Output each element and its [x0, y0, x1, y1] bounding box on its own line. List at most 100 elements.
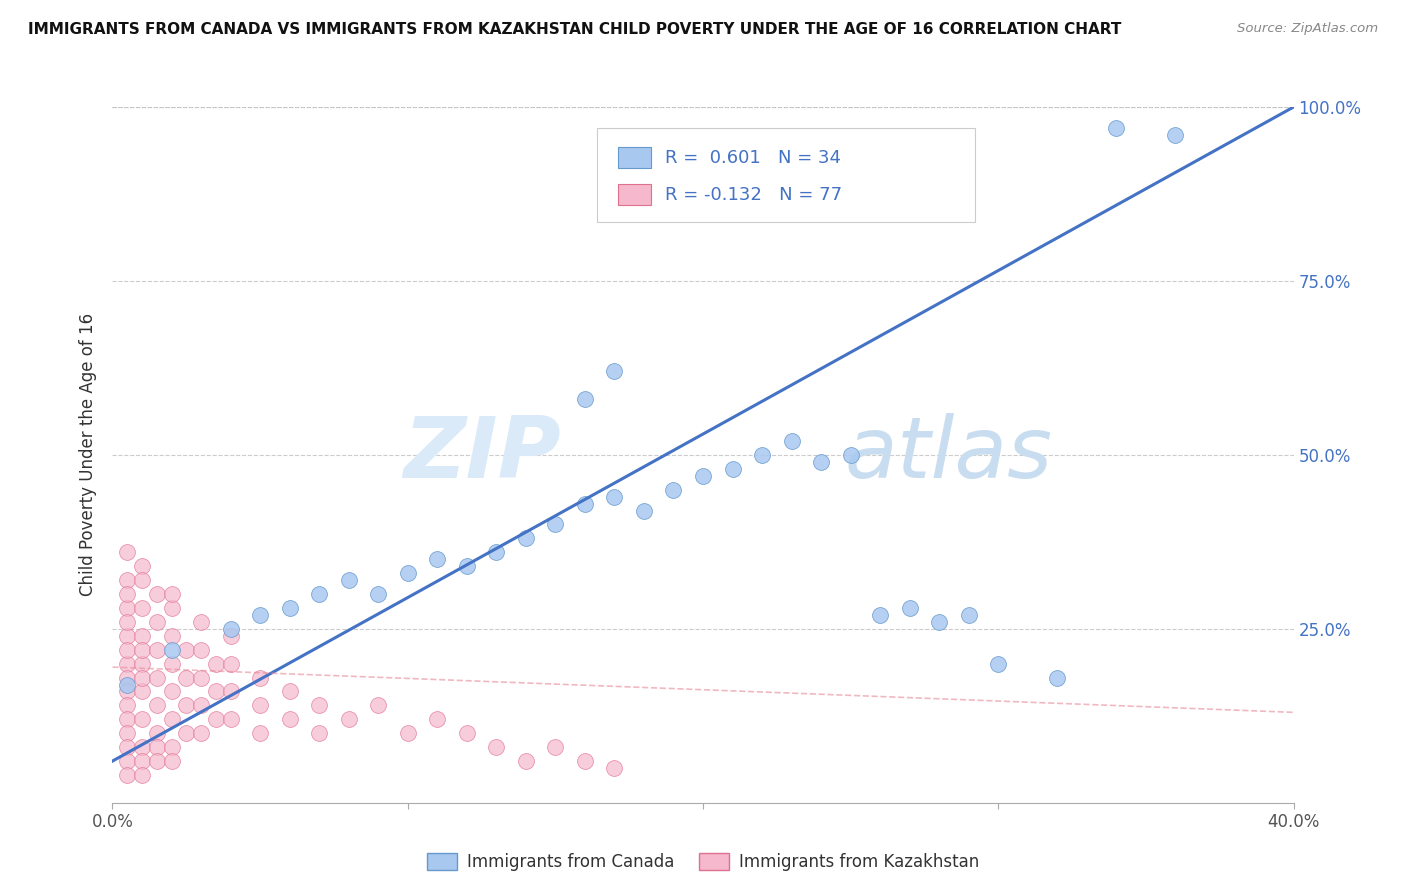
Point	[190, 671, 212, 685]
Point	[131, 768, 153, 782]
Point	[146, 740, 169, 755]
Point	[751, 448, 773, 462]
Point	[337, 712, 360, 726]
Point	[131, 573, 153, 587]
Point	[308, 587, 330, 601]
Point	[337, 573, 360, 587]
Point	[485, 545, 508, 559]
Point	[249, 671, 271, 685]
Point	[131, 740, 153, 755]
Point	[146, 642, 169, 657]
Point	[780, 434, 803, 448]
Point	[146, 698, 169, 713]
Point	[117, 615, 138, 629]
Point	[146, 726, 169, 740]
Point	[117, 726, 138, 740]
Point	[278, 712, 301, 726]
Point	[219, 629, 242, 643]
Point	[117, 684, 138, 698]
Point	[146, 754, 169, 768]
Point	[219, 684, 242, 698]
Point	[117, 573, 138, 587]
Point	[117, 712, 138, 726]
Point	[367, 587, 389, 601]
Point	[367, 698, 389, 713]
Point	[574, 392, 596, 407]
Point	[869, 607, 891, 622]
Point	[160, 601, 183, 615]
Text: IMMIGRANTS FROM CANADA VS IMMIGRANTS FROM KAZAKHSTAN CHILD POVERTY UNDER THE AGE: IMMIGRANTS FROM CANADA VS IMMIGRANTS FRO…	[28, 22, 1122, 37]
Point	[396, 726, 419, 740]
Point	[131, 601, 153, 615]
Text: R =  0.601   N = 34: R = 0.601 N = 34	[665, 149, 841, 167]
Point	[117, 545, 138, 559]
Point	[117, 698, 138, 713]
Point	[278, 684, 301, 698]
Point	[426, 712, 449, 726]
Y-axis label: Child Poverty Under the Age of 16: Child Poverty Under the Age of 16	[79, 313, 97, 597]
Point	[574, 497, 596, 511]
Point	[117, 601, 138, 615]
Point	[117, 657, 138, 671]
Point	[1105, 120, 1128, 135]
Point	[957, 607, 980, 622]
Point	[190, 726, 212, 740]
Point	[190, 698, 212, 713]
Point	[219, 622, 242, 636]
Point	[603, 364, 626, 378]
Point	[603, 490, 626, 504]
Point	[160, 684, 183, 698]
Point	[205, 712, 228, 726]
Point	[1046, 671, 1069, 685]
Point	[131, 712, 153, 726]
Point	[205, 657, 228, 671]
Point	[308, 726, 330, 740]
Point	[928, 615, 950, 629]
Point	[131, 657, 153, 671]
Point	[249, 607, 271, 622]
Point	[160, 657, 183, 671]
Point	[205, 684, 228, 698]
Point	[146, 587, 169, 601]
Point	[603, 761, 626, 775]
Point	[117, 629, 138, 643]
Point	[131, 684, 153, 698]
Point	[160, 629, 183, 643]
FancyBboxPatch shape	[619, 185, 651, 205]
Point	[515, 754, 537, 768]
Point	[810, 455, 832, 469]
Point	[131, 754, 153, 768]
Point	[160, 712, 183, 726]
Point	[544, 740, 567, 755]
Point	[219, 657, 242, 671]
Point	[174, 698, 197, 713]
Point	[117, 671, 138, 685]
Point	[544, 517, 567, 532]
Point	[117, 768, 138, 782]
Point	[278, 601, 301, 615]
Legend: Immigrants from Canada, Immigrants from Kazakhstan: Immigrants from Canada, Immigrants from …	[420, 847, 986, 878]
Point	[987, 657, 1010, 671]
Point	[721, 462, 744, 476]
Point	[117, 677, 138, 691]
Point	[456, 559, 478, 574]
Point	[131, 629, 153, 643]
FancyBboxPatch shape	[619, 147, 651, 169]
FancyBboxPatch shape	[596, 128, 974, 222]
Point	[249, 698, 271, 713]
Point	[160, 740, 183, 755]
Point	[146, 671, 169, 685]
Point	[146, 615, 169, 629]
Point	[308, 698, 330, 713]
Point	[1164, 128, 1187, 142]
Text: ZIP: ZIP	[404, 413, 561, 497]
Point	[131, 559, 153, 574]
Point	[633, 503, 655, 517]
Point	[692, 468, 714, 483]
Point	[515, 532, 537, 546]
Point	[190, 615, 212, 629]
Point	[190, 642, 212, 657]
Point	[662, 483, 685, 497]
Point	[396, 566, 419, 581]
Point	[485, 740, 508, 755]
